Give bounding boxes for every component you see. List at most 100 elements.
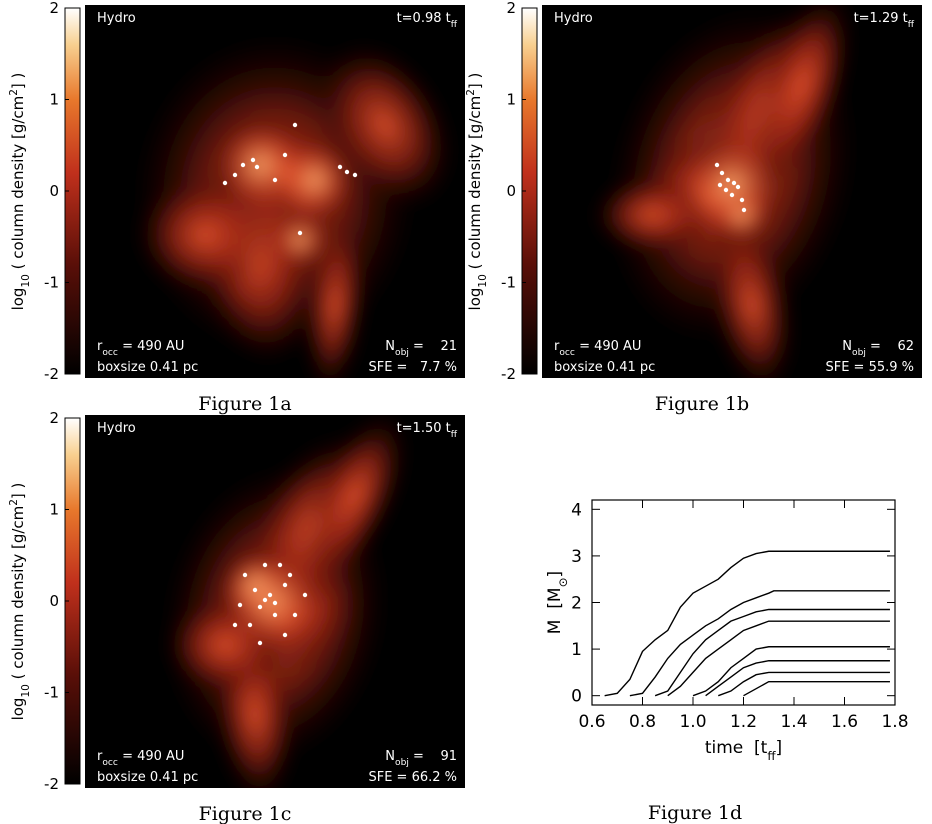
- panel: Hydro t=1.50 tff rocc = 490 AU boxsize 0.41…: [8, 409, 465, 824]
- sink-particle: [240, 162, 246, 168]
- sink-particle: [242, 572, 248, 578]
- y-tick-label: 2: [571, 594, 582, 614]
- colorbar-tick-label: -2: [44, 775, 59, 793]
- y-axis-label: M [M⊙]: [545, 571, 570, 634]
- text-part: occ: [102, 758, 118, 768]
- sink-particle: [272, 612, 278, 618]
- text-part: 2: [8, 499, 20, 506]
- x-tick-label: 1.4: [780, 712, 807, 732]
- sink-particle: [257, 604, 263, 610]
- sink-particle: [237, 602, 243, 608]
- text-part: ] ): [9, 483, 27, 499]
- colorbar-tick-label: 0: [49, 592, 59, 610]
- panel-label: Hydro: [97, 11, 136, 26]
- text-part: 10: [477, 274, 489, 287]
- dense-core: [717, 190, 767, 240]
- text-part: log: [466, 288, 484, 311]
- sink-particle: [282, 632, 288, 638]
- colorbar-tick-label: 0: [49, 182, 59, 200]
- text-part: = 62: [866, 339, 914, 354]
- panel-boxsize: boxsize 0.41 pc: [97, 770, 198, 785]
- chart-caption: Figure 1d: [648, 802, 742, 824]
- sink-particle: [252, 587, 258, 593]
- panel-n-obj: Nobj = 62: [842, 339, 914, 358]
- text-part: ]: [545, 571, 565, 578]
- colorbar-tick-label: 2: [49, 409, 59, 427]
- sink-particle: [232, 622, 238, 628]
- text-part: M [M: [545, 587, 565, 634]
- panel-r-occ: rocc = 490 AU: [97, 339, 184, 358]
- mass-track: [705, 660, 890, 697]
- x-tick-label: 1.8: [881, 712, 908, 732]
- text-part: = 21: [409, 339, 457, 354]
- panel-caption: Figure 1c: [199, 803, 292, 824]
- sink-particle: [731, 180, 737, 186]
- text-part: log: [9, 698, 27, 721]
- sink-particle: [729, 192, 735, 198]
- x-tick-label: 1.2: [730, 712, 757, 732]
- sink-particle: [222, 180, 228, 186]
- sink-particle: [735, 184, 741, 190]
- text-part: ]: [776, 738, 783, 758]
- sink-particle: [247, 622, 253, 628]
- text-part: t=1.29 t: [854, 11, 908, 26]
- text-part: ⊙: [556, 577, 570, 587]
- text-part: time [t: [705, 738, 768, 758]
- panel: Hydro t=1.29 tff rocc = 490 AU boxsize 0.41…: [465, 0, 922, 415]
- mass-track: [667, 620, 890, 697]
- gas-blob: [302, 415, 408, 579]
- panel-r-occ: rocc = 490 AU: [554, 339, 641, 358]
- dense-core: [280, 145, 350, 215]
- text-part: = 91: [409, 749, 457, 764]
- colorbar-label: log10 ( column density [g/cm2] ): [8, 483, 32, 721]
- text-part: = 490 AU: [575, 339, 642, 354]
- text-part: ff: [767, 749, 776, 763]
- text-part: ] ): [9, 73, 27, 89]
- sink-particle: [714, 162, 720, 168]
- panel-time: t=1.50 tff: [397, 421, 458, 440]
- mass-track: [654, 608, 890, 697]
- colorbar-tick-label: 1: [506, 91, 516, 109]
- sink-particle: [232, 172, 238, 178]
- sink-particle: [739, 197, 745, 203]
- gas-blob: [751, 5, 853, 180]
- colorbar-tick-label: 1: [49, 501, 59, 519]
- text-part: N: [842, 339, 852, 354]
- colorbar-tick-label: -1: [44, 684, 59, 702]
- text-part: 10: [20, 684, 32, 697]
- panel-n-obj: Nobj = 21: [385, 339, 457, 358]
- sink-particle: [292, 612, 298, 618]
- sink-particle: [287, 572, 293, 578]
- panel-time: t=0.98 tff: [397, 11, 458, 30]
- panel-boxsize: boxsize 0.41 pc: [554, 360, 655, 375]
- gas-blob: [709, 216, 795, 378]
- colorbar-tick-label: 2: [49, 0, 59, 17]
- sink-particle: [254, 164, 260, 170]
- colorbar-tick-label: -1: [501, 274, 516, 292]
- text-part: ( column density [g/cm: [466, 96, 484, 274]
- colorbar-tick-label: 1: [49, 91, 59, 109]
- text-part: t=1.50 t: [397, 421, 451, 436]
- x-tick-label: 0.8: [629, 712, 656, 732]
- text-part: r: [554, 339, 560, 354]
- x-tick-label: 1.0: [679, 712, 706, 732]
- colorbar-tick-label: -2: [44, 365, 59, 383]
- text-part: obj: [395, 348, 409, 358]
- panel-boxsize: boxsize 0.41 pc: [97, 360, 198, 375]
- mass-track: [604, 550, 890, 697]
- panel: Hydro t=0.98 tff rocc = 490 AU boxsize 0.41…: [8, 0, 465, 415]
- panel-sfe: SFE = 55.9 %: [825, 360, 914, 375]
- panel-caption: Figure 1a: [198, 393, 291, 415]
- sink-particle: [344, 169, 350, 175]
- dense-core: [225, 555, 285, 615]
- panel-n-obj: Nobj = 91: [385, 749, 457, 768]
- text-part: obj: [852, 348, 866, 358]
- text-part: r: [97, 749, 103, 764]
- sink-particle: [262, 597, 268, 603]
- text-part: log: [9, 288, 27, 311]
- density-map: [163, 415, 408, 788]
- density-map: [135, 35, 454, 378]
- density-map: [592, 5, 856, 378]
